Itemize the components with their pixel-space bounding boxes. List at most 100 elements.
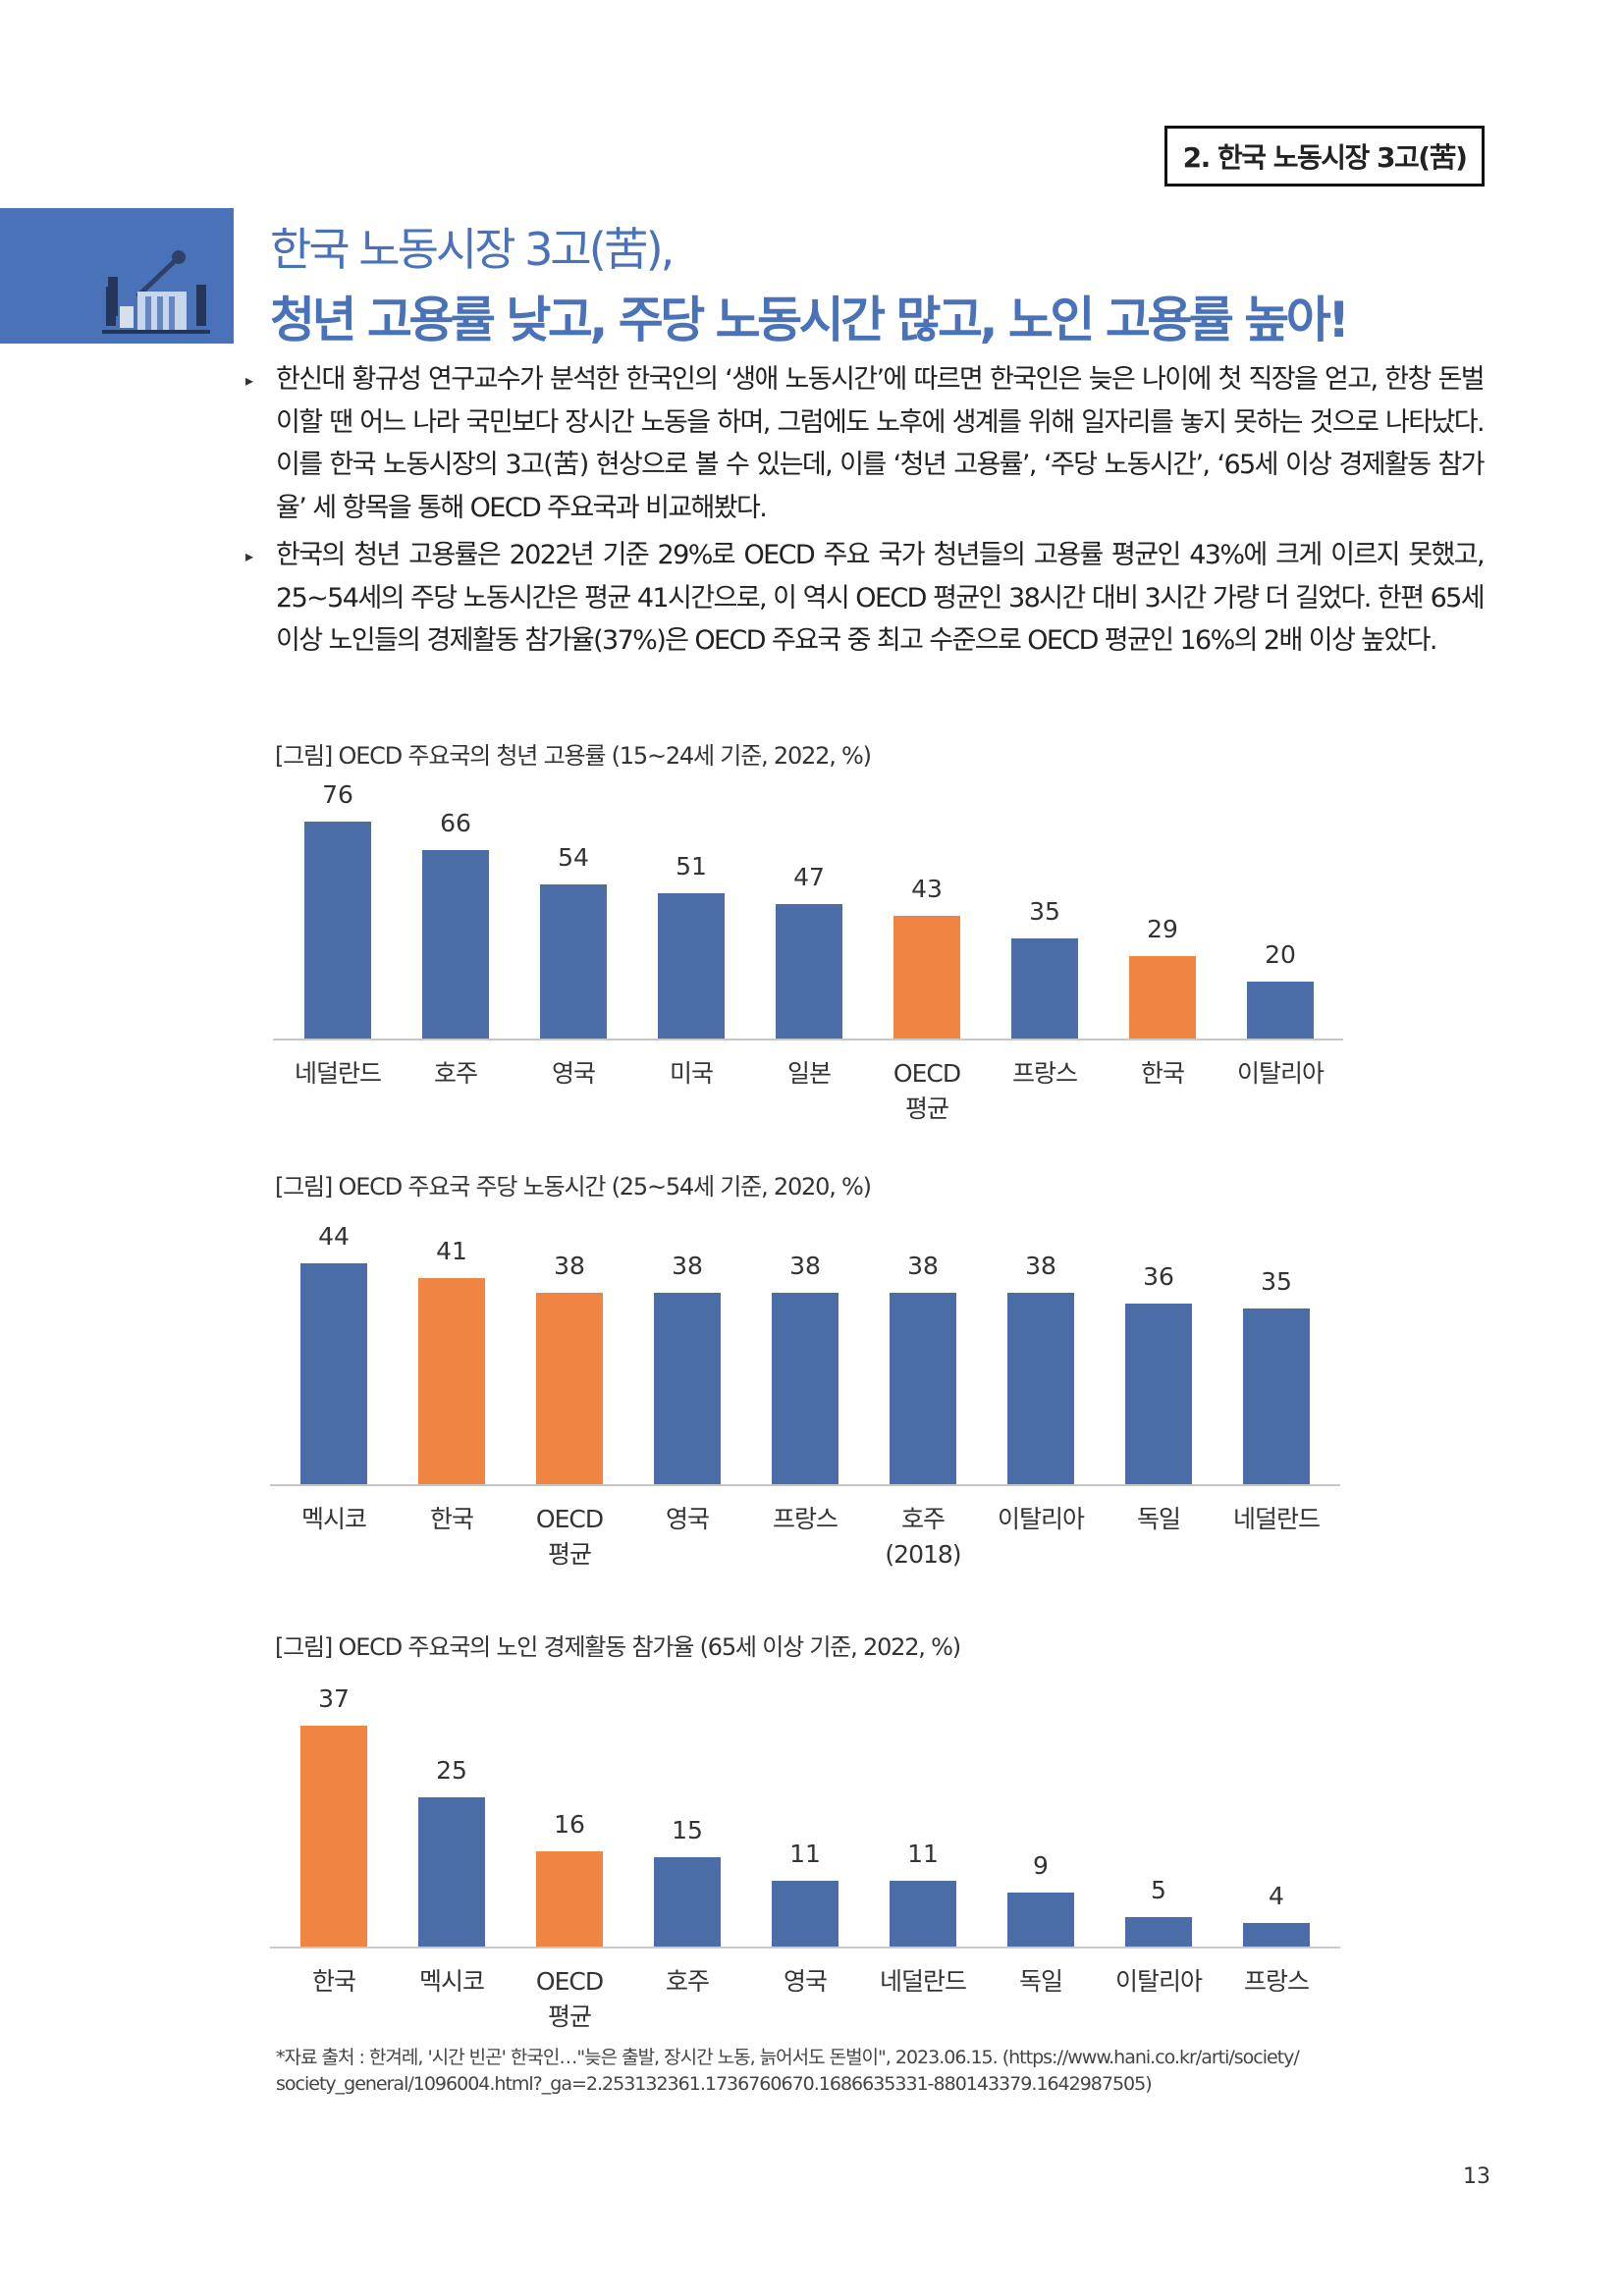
chart-1-category-label: 프랑스 bbox=[1011, 1059, 1078, 1088]
chart-3-category-label: 네덜란드 bbox=[879, 1967, 967, 1996]
chart-2-bar bbox=[890, 1293, 956, 1484]
chart-3-value-label: 4 bbox=[1269, 1881, 1284, 1910]
source-line-2: society_general/1096004.html?_ga=2.25313… bbox=[276, 2073, 1153, 2095]
page-number: 13 bbox=[1463, 2164, 1490, 2189]
chart-1-category-label: OECD 평균 bbox=[893, 1059, 961, 1123]
chart-1-bar bbox=[422, 849, 489, 1039]
chart-2-category-label: 한국 bbox=[429, 1505, 474, 1533]
chart-3-category-label: 한국 bbox=[311, 1967, 356, 1996]
chart-2-value-label: 44 bbox=[318, 1221, 350, 1251]
chart-2-value-label: 38 bbox=[554, 1252, 585, 1281]
chart-3-bar bbox=[890, 1881, 956, 1947]
chart-1-value-label: 43 bbox=[911, 874, 943, 903]
chart-3-value-label: 11 bbox=[907, 1840, 939, 1869]
chart-1-bar bbox=[1129, 955, 1196, 1039]
chart-3-bar bbox=[654, 1856, 721, 1947]
chart-3-bar bbox=[536, 1850, 603, 1947]
chart-2-category-label: 멕시코 bbox=[300, 1505, 367, 1533]
source-note: *자료 출처 : 한겨레, '시간 빈곤' 한국인…"늦은 출발, 장시간 노동… bbox=[276, 2045, 1356, 2098]
chart-3-bar bbox=[772, 1881, 839, 1947]
title-line-2: 청년 고용률 낮고, 주당 노동시간 많고, 노인 고용률 높아! bbox=[270, 292, 1350, 348]
chart-2-value-label: 38 bbox=[907, 1252, 939, 1281]
title-line-1: 한국 노동시장 3고(苦), bbox=[270, 223, 675, 276]
chart-1-caption: [그림] OECD 주요국의 청년 고용률 (15~24세 기준, 2022, … bbox=[275, 742, 872, 770]
bullet-icon: ▸ bbox=[245, 547, 254, 565]
chart-1-bar bbox=[776, 904, 842, 1039]
chart-1-category-label: 일본 bbox=[786, 1059, 832, 1088]
chart-2-category-label: 독일 bbox=[1136, 1505, 1181, 1533]
chart-1-bar bbox=[658, 892, 725, 1039]
chart-3-value-label: 15 bbox=[672, 1815, 703, 1844]
chart-2-category-label: 영국 bbox=[665, 1505, 710, 1533]
chart-1-category-label: 네덜란드 bbox=[294, 1059, 382, 1088]
chart-3-value-label: 11 bbox=[789, 1840, 821, 1869]
chart-1-x-axis bbox=[273, 1039, 1343, 1041]
chart-3-value-label: 9 bbox=[1033, 1851, 1049, 1881]
chart-2-value-label: 38 bbox=[1025, 1252, 1056, 1281]
chart-1-value-label: 47 bbox=[793, 863, 825, 892]
chart-1-bar bbox=[540, 883, 607, 1039]
bullet-icon: ▸ bbox=[245, 371, 254, 390]
chart-3-bar bbox=[418, 1797, 485, 1947]
chart-2-x-axis bbox=[270, 1484, 1340, 1486]
chart-3-category-label: 이탈리아 bbox=[1114, 1967, 1203, 1996]
chart-2-bar bbox=[772, 1293, 839, 1484]
paragraph-1: 한신대 황규성 연구교수가 분석한 한국인의 ‘생애 노동시간’에 따르면 한국… bbox=[276, 364, 1486, 523]
chart-3-bar bbox=[1243, 1922, 1310, 1947]
chart-2-bar bbox=[418, 1278, 485, 1484]
chart-2-category-label: 이탈리아 bbox=[997, 1505, 1085, 1533]
chart-1-bar bbox=[893, 915, 960, 1039]
chart-3-value-label: 37 bbox=[318, 1684, 350, 1714]
chart-2-bar bbox=[654, 1293, 721, 1484]
chart-2-category-label: 네덜란드 bbox=[1232, 1505, 1321, 1533]
chart-3-bar bbox=[1007, 1893, 1074, 1947]
source-line-1: *자료 출처 : 한겨레, '시간 빈곤' 한국인…"늦은 출발, 장시간 노동… bbox=[276, 2047, 1300, 2068]
paragraph-2: 한국의 청년 고용률은 2022년 기준 29%로 OECD 주요 국가 청년들… bbox=[276, 540, 1486, 656]
chart-3-category-label: 프랑스 bbox=[1243, 1967, 1310, 1996]
chart-3-bar bbox=[1125, 1916, 1192, 1947]
chart-3-category-label: 독일 bbox=[1018, 1967, 1063, 1996]
labor-building-icon bbox=[102, 250, 210, 334]
chart-1-bar bbox=[1011, 938, 1078, 1039]
section-tag: 2. 한국 노동시장 3고(苦) bbox=[1164, 126, 1485, 187]
chart-3-category-label: 멕시코 bbox=[418, 1967, 485, 1996]
chart-3-value-label: 5 bbox=[1151, 1875, 1166, 1904]
chart-1-category-label: 미국 bbox=[669, 1059, 714, 1088]
chart-1-value-label: 66 bbox=[440, 808, 471, 837]
chart-3-x-axis bbox=[270, 1947, 1340, 1949]
chart-2-bar bbox=[300, 1262, 367, 1484]
chart-1-value-label: 35 bbox=[1029, 897, 1060, 927]
chart-3-bar bbox=[300, 1726, 367, 1947]
chart-3-value-label: 16 bbox=[554, 1809, 585, 1839]
chart-3-category-label: 호주 bbox=[665, 1967, 710, 1996]
chart-2-caption: [그림] OECD 주요국 주당 노동시간 (25~54세 기준, 2020, … bbox=[275, 1173, 872, 1201]
chart-1-value-label: 54 bbox=[558, 842, 589, 872]
chart-1-category-label: 이탈리아 bbox=[1236, 1059, 1325, 1088]
chart-1-value-label: 76 bbox=[322, 779, 353, 809]
chart-2-value-label: 41 bbox=[436, 1237, 467, 1266]
chart-2-value-label: 38 bbox=[672, 1252, 703, 1281]
chart-2-value-label: 36 bbox=[1143, 1261, 1174, 1291]
chart-1-category-label: 호주 bbox=[433, 1059, 478, 1088]
section-icon-block bbox=[0, 208, 234, 344]
chart-2-bar bbox=[1007, 1293, 1074, 1484]
chart-1-bar bbox=[304, 821, 371, 1039]
chart-2-category-label: 프랑스 bbox=[772, 1505, 839, 1533]
chart-2-bar bbox=[536, 1293, 603, 1484]
chart-3-category-label: 영국 bbox=[783, 1967, 828, 1996]
chart-3-category-label: OECD 평균 bbox=[535, 1967, 604, 2031]
chart-2-value-label: 35 bbox=[1261, 1266, 1292, 1296]
chart-1-value-label: 29 bbox=[1147, 914, 1178, 943]
chart-3-caption: [그림] OECD 주요국의 노인 경제활동 참가율 (65세 이상 기준, 2… bbox=[275, 1633, 961, 1661]
chart-1-bar bbox=[1247, 981, 1314, 1039]
chart-1-value-label: 20 bbox=[1265, 939, 1296, 969]
chart-2-bar bbox=[1243, 1308, 1310, 1484]
chart-2-value-label: 38 bbox=[789, 1252, 821, 1281]
chart-2-category-label: 호주 (2018) bbox=[885, 1505, 961, 1569]
chart-2-category-label: OECD 평균 bbox=[535, 1505, 604, 1569]
chart-2-bar bbox=[1125, 1303, 1192, 1484]
chart-3-value-label: 25 bbox=[436, 1756, 467, 1785]
chart-1-category-label: 한국 bbox=[1140, 1059, 1185, 1088]
chart-1-category-label: 영국 bbox=[551, 1059, 596, 1088]
chart-1-value-label: 51 bbox=[676, 851, 707, 881]
